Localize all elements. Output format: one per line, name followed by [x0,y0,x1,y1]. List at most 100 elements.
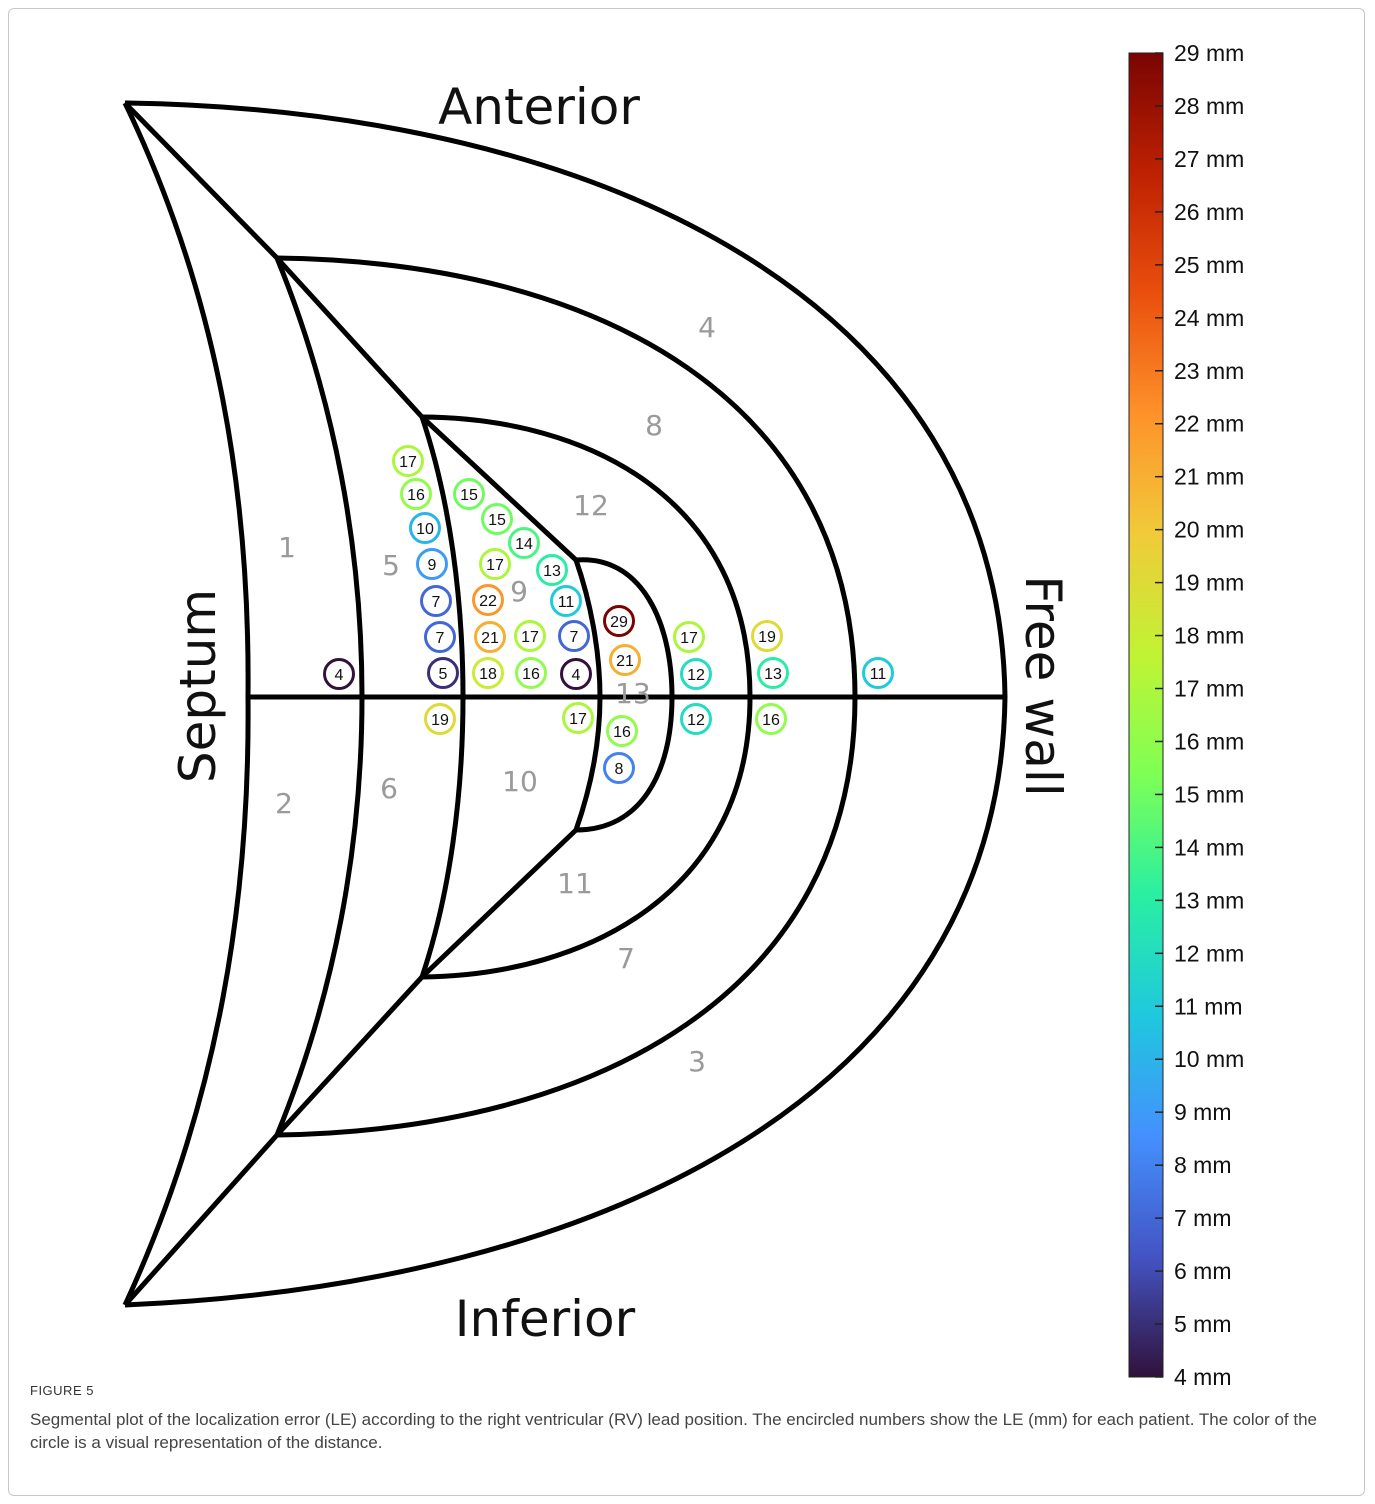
marker-value: 22 [479,593,497,610]
marker-value: 17 [569,711,587,728]
figure-frame [8,8,1365,1496]
segment-label-8: 8 [645,409,663,442]
marker-circle [400,478,432,510]
marker-value: 19 [758,629,776,646]
marker-value: 13 [764,666,782,683]
marker-circle [392,445,424,477]
colorbar-tick-label: 9 mm [1174,1099,1232,1125]
colorbar-tick-label: 6 mm [1174,1258,1232,1284]
marker-circle [479,548,511,580]
colorbar-tick-label: 28 mm [1174,93,1244,119]
lead-marker: 7 [420,585,452,617]
segment-label-13: 13 [615,677,651,710]
marker-value: 14 [515,536,533,553]
lead-marker: 8 [603,752,635,784]
colorbar-tick-label: 25 mm [1174,252,1244,278]
marker-value: 7 [570,629,579,646]
lead-marker: 21 [474,621,506,653]
marker-circle [751,620,783,652]
marker-circle [514,620,546,652]
marker-circle [755,703,787,735]
marker-value: 17 [521,629,539,646]
colorbar-tick-label: 22 mm [1174,411,1244,437]
colorbar-tick-label: 23 mm [1174,358,1244,384]
marker-circle [420,585,452,617]
lead-marker: 17 [392,445,424,477]
marker-value: 4 [335,667,344,684]
colorbar-tick-label: 13 mm [1174,887,1244,913]
marker-circle [323,658,355,690]
lead-marker: 22 [472,584,504,616]
colorbar-tick-label: 10 mm [1174,1046,1244,1072]
marker-circle [862,657,894,689]
marker-value: 29 [610,614,628,631]
marker-value: 7 [436,630,445,647]
figure-caption: Segmental plot of the localization error… [30,1410,1317,1452]
marker-circle [409,512,441,544]
lead-marker: 17 [673,621,705,653]
colorbar-tick-label: 5 mm [1174,1311,1232,1337]
ring-3 [575,557,675,833]
lead-marker: 17 [562,702,594,734]
marker-circle [508,527,540,559]
lead-marker: 29 [603,605,635,637]
colorbar-tick-label: 11 mm [1174,993,1243,1019]
marker-circle [558,620,590,652]
lead-marker: 12 [680,658,712,690]
marker-value: 18 [479,666,497,683]
marker-circle [609,644,641,676]
segment-labels: 1 2 3 4 5 6 7 8 9 10 11 12 13 [275,311,716,1078]
segment-label-1: 1 [278,531,296,564]
colorbar-tick-label: 24 mm [1174,305,1244,331]
marker-value: 11 [870,666,887,683]
marker-value: 16 [613,724,631,741]
lead-marker: 15 [481,503,513,535]
marker-value: 12 [687,712,705,729]
marker-value: 9 [428,557,437,574]
lead-marker: 17 [514,620,546,652]
ring-1 [276,255,858,1138]
marker-value: 15 [460,487,478,504]
marker-circle [472,584,504,616]
marker-circle [562,702,594,734]
colorbar-tick-label: 14 mm [1174,834,1244,860]
lead-marker: 4 [560,658,592,690]
segment-label-6: 6 [380,772,398,805]
marker-value: 8 [615,761,624,778]
lead-marker: 16 [400,478,432,510]
marker-value: 19 [431,712,449,729]
marker-value: 5 [439,666,448,683]
ring-3-septal [573,559,603,831]
marker-circle [603,605,635,637]
marker-circle [427,657,459,689]
marker-value: 16 [407,487,425,504]
outer-boundary [124,100,1008,1308]
colorbar-tick-label: 27 mm [1174,146,1244,172]
marker-circle [424,621,456,653]
marker-circle [606,715,638,747]
marker-circle [474,621,506,653]
lead-position-markers: 17 16 15 10 15 14 9 17 13 7 22 11 29 7 21 17 7 17 19 21 4 5 18… [323,445,894,784]
lead-marker: 14 [508,527,540,559]
marker-circle [472,657,504,689]
colorbar-tick-label: 17 mm [1174,676,1244,702]
lead-marker: 13 [757,657,789,689]
lead-marker: 19 [751,620,783,652]
marker-circle [536,554,568,586]
marker-value: 7 [432,594,441,611]
colorbar-tick-label: 16 mm [1174,728,1244,754]
marker-value: 17 [486,557,504,574]
colorbar-gradient [1128,52,1164,1378]
marker-circle [757,657,789,689]
segment-label-7: 7 [617,942,635,975]
lead-marker: 17 [479,548,511,580]
lead-marker: 21 [609,644,641,676]
divider-anterior [123,101,578,562]
lead-marker: 7 [424,621,456,653]
marker-circle [680,658,712,690]
lead-marker: 15 [453,478,485,510]
lead-marker: 11 [550,585,582,617]
segment-label-9: 9 [510,575,528,608]
marker-circle [603,752,635,784]
